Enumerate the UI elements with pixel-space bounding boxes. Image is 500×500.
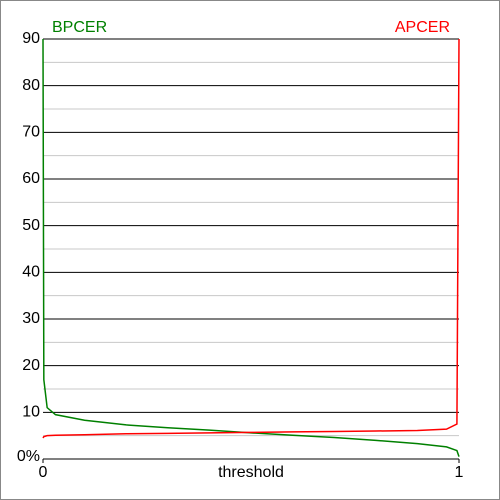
series-line [42,38,460,457]
y-tick-label: 20 [22,357,40,374]
series-label: APCER [395,19,450,36]
y-tick-label: 0% [17,448,40,465]
y-tick-label: 70 [22,124,40,141]
y-tick-label: 80 [22,77,40,94]
x-tick-label: 1 [455,464,464,481]
y-tick-label: 60 [22,170,40,187]
y-tick-label: 10 [22,404,40,421]
series-line [42,38,460,439]
x-axis-label: threshold [218,464,284,481]
series-label: BPCER [52,19,107,36]
y-tick-label: 40 [22,264,40,281]
y-tick-label: 50 [22,217,40,234]
y-tick-label: 30 [22,310,40,327]
y-tick-label: 90 [22,30,40,47]
x-tick-label: 0 [39,464,48,481]
